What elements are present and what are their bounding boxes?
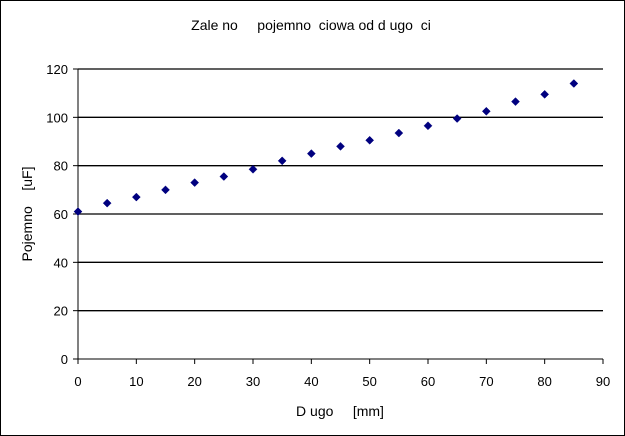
data-point xyxy=(452,114,462,123)
data-point xyxy=(190,178,200,187)
axes xyxy=(73,68,604,364)
x-tick-label: 20 xyxy=(187,374,201,389)
y-tick-label: 40 xyxy=(54,255,68,270)
data-point xyxy=(102,198,112,208)
x-axis-label: D ugo [mm] xyxy=(296,403,384,419)
x-tick-label: 90 xyxy=(596,374,610,389)
data-point xyxy=(481,106,491,116)
data-point xyxy=(423,121,433,131)
y-tick-labels: 0 20 40 60 80 100 120 xyxy=(46,62,68,367)
y-tick-label: 60 xyxy=(54,207,68,222)
x-tick-label: 80 xyxy=(537,374,551,389)
data-points xyxy=(73,79,579,216)
x-tick-label: 50 xyxy=(362,374,376,389)
x-tick-label: 30 xyxy=(246,374,260,389)
x-tick-labels: 0 10 20 30 40 50 60 70 80 90 xyxy=(74,374,610,389)
y-axis-label: Pojemno [uF] xyxy=(19,167,35,262)
x-tick-label: 10 xyxy=(129,374,143,389)
data-point xyxy=(73,207,83,216)
data-point xyxy=(219,172,229,181)
data-point xyxy=(511,97,520,106)
data-point xyxy=(365,135,375,145)
y-tick-label: 120 xyxy=(46,62,68,77)
y-tick-label: 80 xyxy=(54,159,68,174)
data-point xyxy=(277,156,287,166)
x-tick-label: 60 xyxy=(421,374,435,389)
y-tick-label: 20 xyxy=(54,304,68,319)
x-tick-label: 0 xyxy=(74,374,81,389)
y-tick-label: 0 xyxy=(61,352,68,367)
data-point xyxy=(306,149,316,158)
data-point xyxy=(248,164,258,174)
data-point xyxy=(394,128,404,138)
data-point xyxy=(161,185,170,195)
data-point xyxy=(569,79,579,88)
y-tick-label: 100 xyxy=(46,110,68,125)
data-point xyxy=(336,141,345,151)
data-point xyxy=(540,90,550,99)
chart-title: Zale no pojemno ciowa od d ugo ci xyxy=(191,17,431,33)
data-point xyxy=(131,192,141,202)
x-tick-label: 40 xyxy=(304,374,318,389)
gridlines xyxy=(78,68,603,312)
x-tick-label: 70 xyxy=(479,374,493,389)
